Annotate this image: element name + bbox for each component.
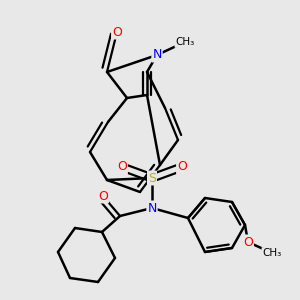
Text: O: O: [98, 190, 108, 202]
Text: O: O: [117, 160, 127, 173]
Text: S: S: [148, 172, 156, 184]
Text: O: O: [243, 236, 253, 248]
Text: N: N: [147, 202, 157, 214]
Text: O: O: [112, 26, 122, 38]
Text: CH₃: CH₃: [176, 37, 195, 47]
Text: O: O: [177, 160, 187, 173]
Text: N: N: [152, 49, 162, 62]
Text: CH₃: CH₃: [262, 248, 282, 258]
